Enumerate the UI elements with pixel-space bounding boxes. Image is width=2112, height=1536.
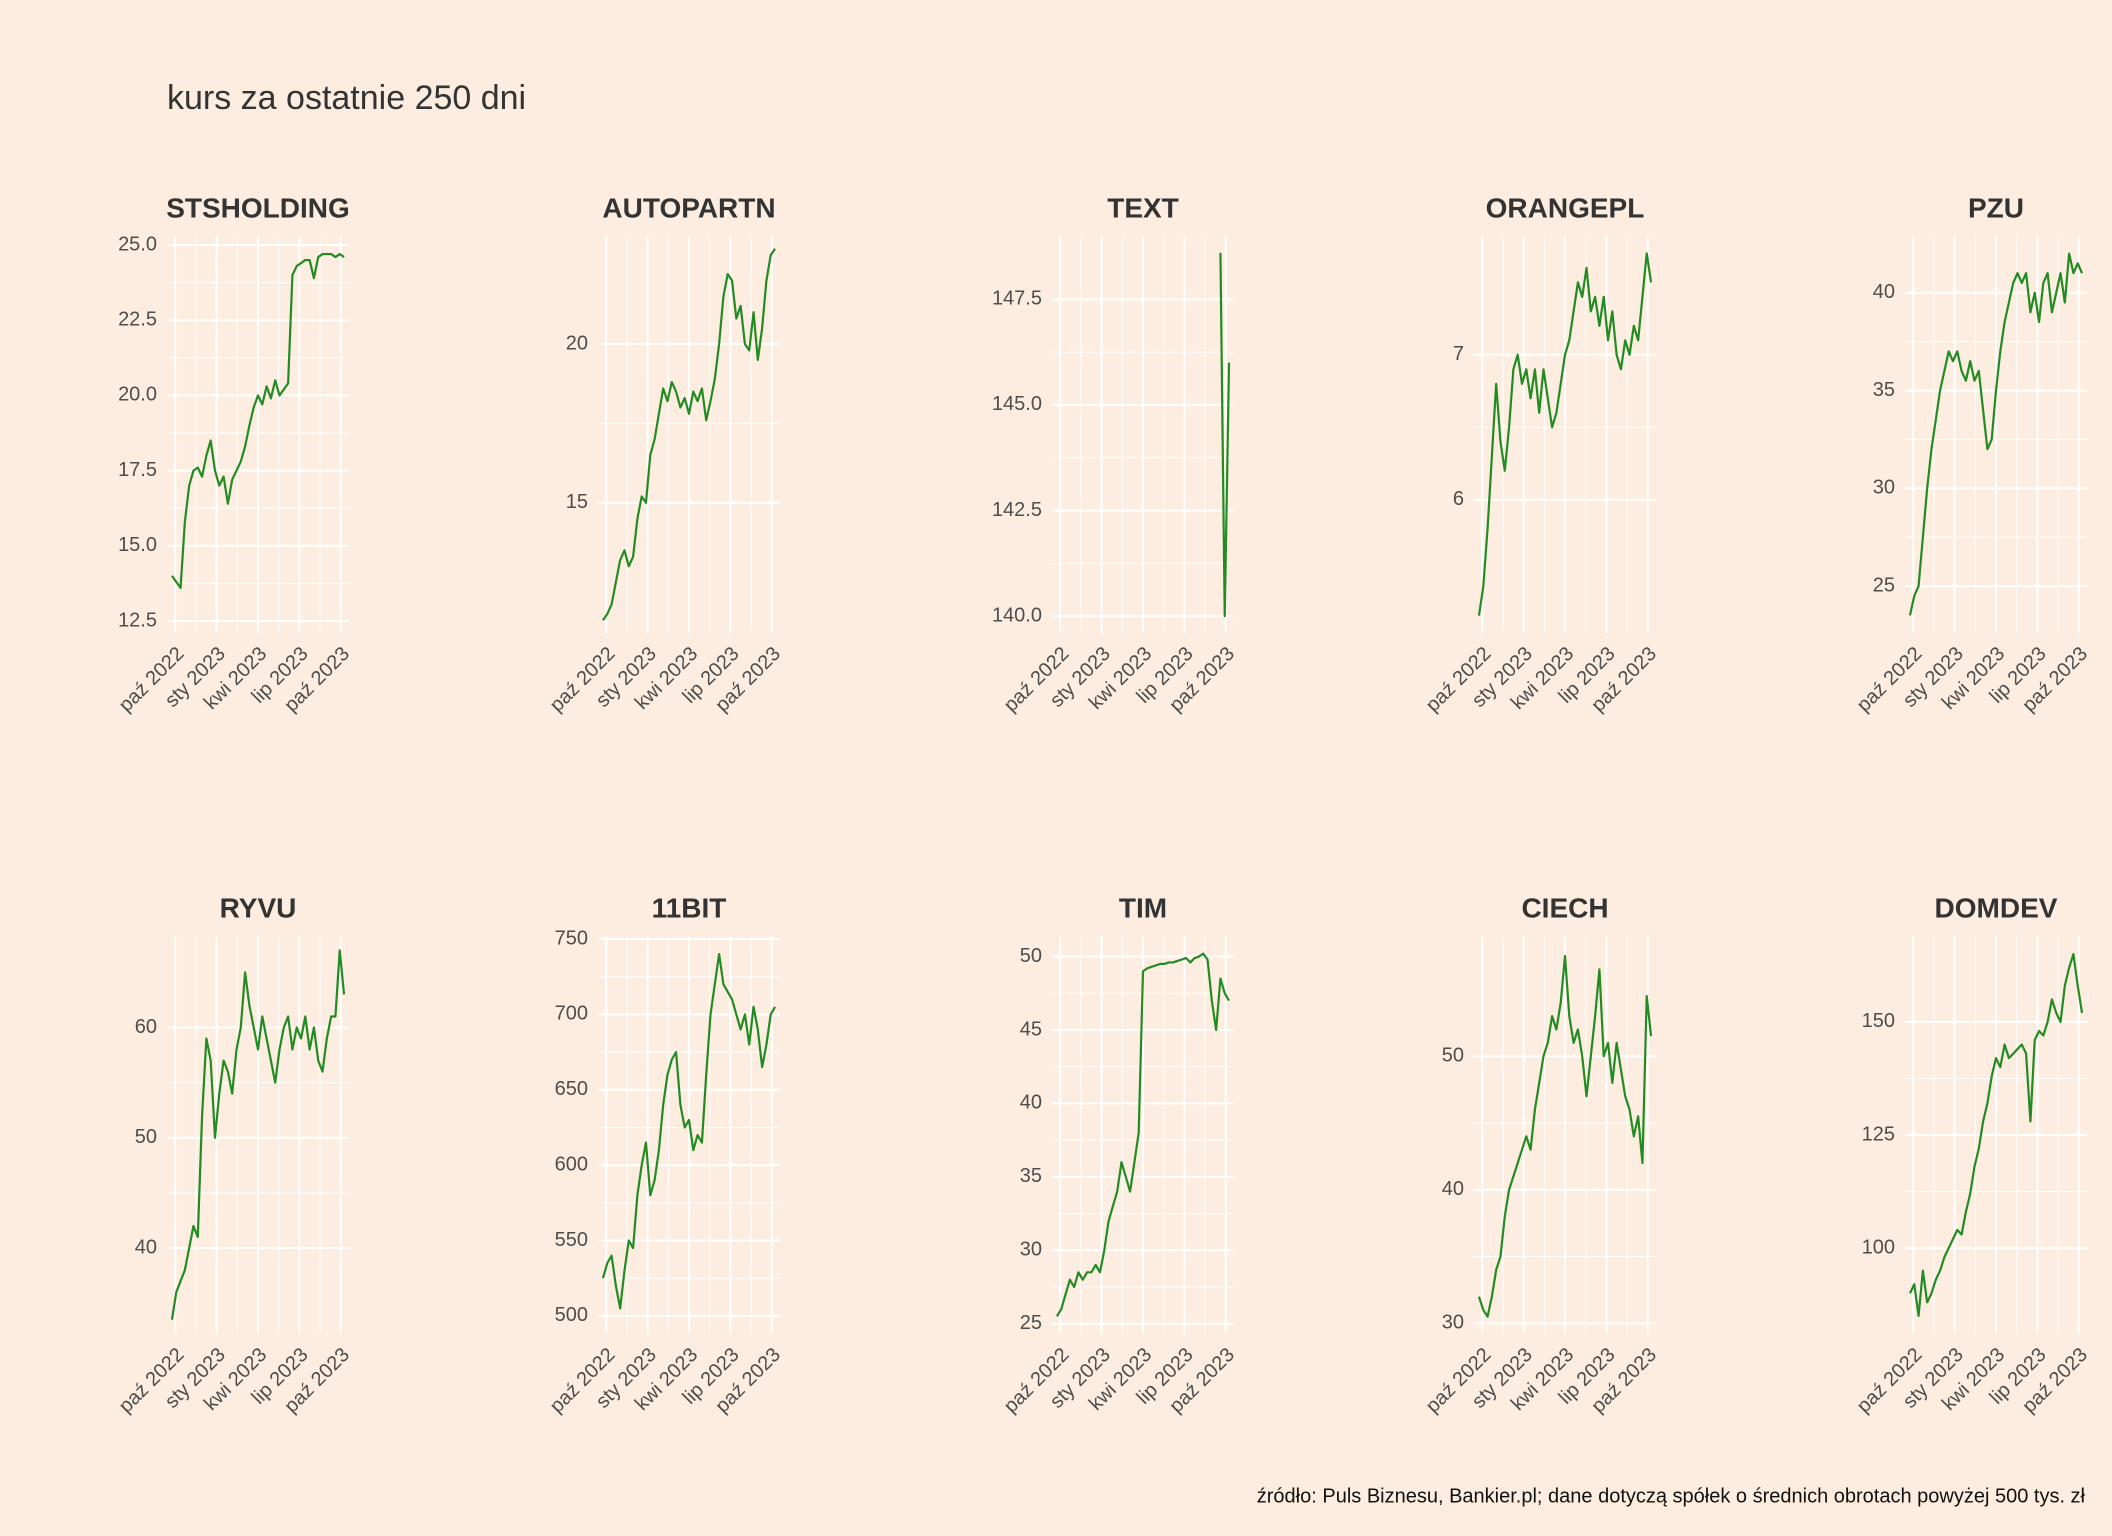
y-tick-label: 30 [1442,1312,1464,1334]
panel-title: STSHOLDING [166,192,350,223]
panel-title: ORANGEPL [1486,192,1645,223]
y-tick-label: 35 [1873,379,1895,401]
y-tick-label: 50 [1442,1044,1464,1066]
caption: źródło: Puls Biznesu, Bankier.pl; dane d… [1257,1485,2086,1507]
y-tick-label: 147.5 [992,288,1042,310]
y-tick-label: 700 [555,1003,588,1025]
y-tick-label: 7 [1453,343,1464,365]
y-tick-label: 12.5 [118,609,157,631]
y-tick-label: 50 [1020,945,1042,967]
y-tick-label: 20 [566,332,588,354]
y-tick-label: 142.5 [992,499,1042,521]
y-tick-label: 35 [1020,1165,1042,1187]
y-tick-label: 25 [1873,574,1895,596]
y-tick-label: 40 [135,1236,157,1258]
panel-title: TIM [1119,892,1167,923]
y-tick-label: 25 [1020,1312,1042,1334]
y-tick-label: 140.0 [992,604,1042,626]
panel-title: PZU [1968,192,2024,223]
y-tick-label: 30 [1020,1239,1042,1261]
y-tick-label: 500 [555,1304,588,1326]
price-line [170,949,346,1320]
y-tick-label: 650 [555,1078,588,1100]
price-line [1056,952,1230,1317]
y-tick-label: 600 [555,1153,588,1175]
y-tick-label: 30 [1873,477,1895,499]
y-tick-label: 100 [1862,1236,1895,1258]
y-tick-label: 60 [135,1016,157,1038]
y-tick-label: 17.5 [118,459,157,481]
chart-title: kurs za ostatnie 250 dni [167,79,526,117]
price-line [601,952,776,1310]
price-line [1908,952,2084,1318]
price-line [602,248,776,621]
price-line [1219,252,1231,618]
y-tick-label: 145.0 [992,393,1042,415]
y-tick-label: 40 [1873,281,1895,303]
panel-title: DOMDEV [1935,892,2058,923]
y-tick-label: 15.0 [118,534,157,556]
panel-title: RYVU [220,892,297,923]
panel-title: 11BIT [652,892,727,923]
y-tick-label: 6 [1453,488,1464,510]
panel-title: TEXT [1107,192,1179,223]
y-tick-label: 15 [566,491,588,513]
y-tick-label: 125 [1862,1123,1895,1145]
y-tick-label: 40 [1020,1092,1042,1114]
y-tick-label: 25.0 [118,233,157,255]
price-line [1477,252,1653,616]
price-line [1477,954,1653,1318]
y-tick-label: 40 [1442,1178,1464,1200]
price-line [171,252,345,589]
y-tick-label: 20.0 [118,384,157,406]
y-tick-label: 50 [135,1126,157,1148]
y-tick-label: 22.5 [118,308,157,330]
y-tick-label: 45 [1020,1018,1042,1040]
y-tick-label: 550 [555,1229,588,1251]
panel-title: CIECH [1521,892,1608,923]
panel-title: AUTOPARTN [602,192,775,223]
y-tick-label: 150 [1862,1010,1895,1032]
y-tick-label: 750 [555,927,588,949]
price-line [1908,252,2084,616]
